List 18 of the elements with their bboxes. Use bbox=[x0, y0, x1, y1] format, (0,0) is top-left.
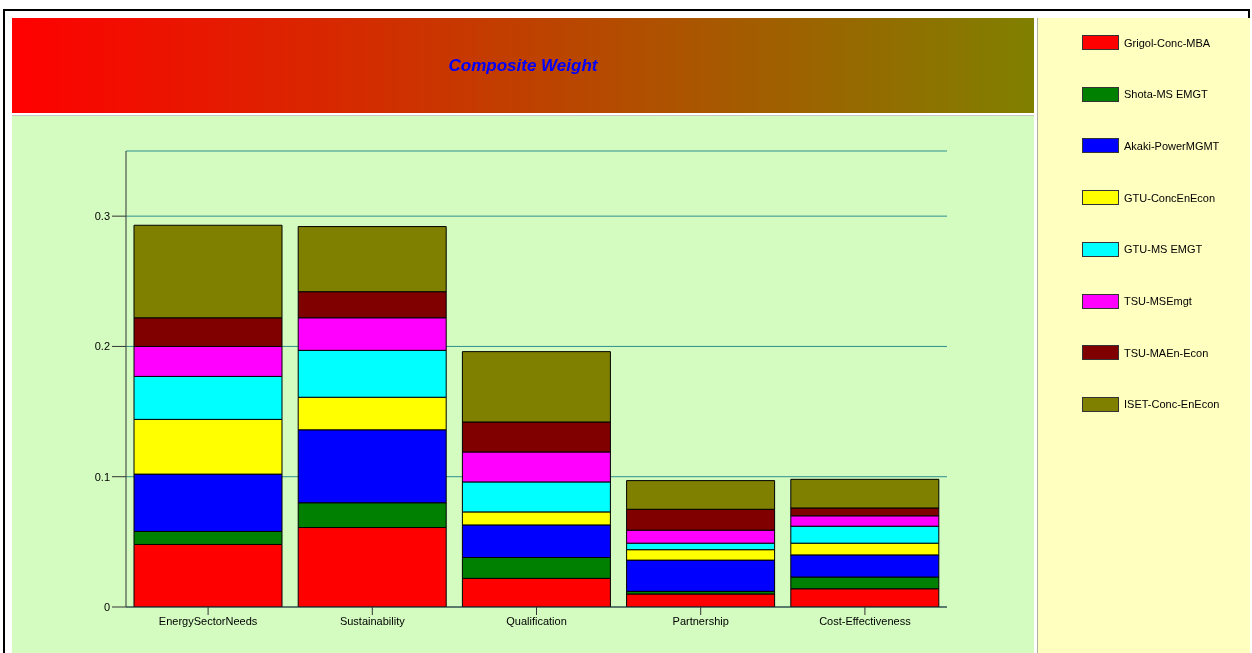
legend-label: Shota-MS EMGT bbox=[1124, 88, 1208, 101]
x-tick-label: EnergySectorNeeds bbox=[158, 614, 258, 627]
legend-label: TSU-MAEn-Econ bbox=[1124, 346, 1209, 359]
x-tick-label: Qualification bbox=[506, 614, 567, 627]
y-tick-label: 0 bbox=[103, 600, 110, 613]
legend-label: TSU-MSEmgt bbox=[1124, 295, 1192, 307]
y-tick-label: 0.1 bbox=[94, 470, 110, 483]
chart-title: Composite Weight bbox=[448, 55, 598, 76]
legend-label: Grigol-Conc-MBA bbox=[1124, 36, 1211, 49]
y-tick-label: 0.2 bbox=[94, 340, 110, 353]
x-tick-label: Partnership bbox=[672, 614, 729, 627]
y-tick-label: 0.3 bbox=[94, 210, 110, 223]
legend-label: Akaki-PowerMGMT bbox=[1124, 139, 1220, 152]
x-tick-label: Cost-Effectiveness bbox=[819, 614, 912, 627]
legend-label: ISET-Conc-EnEcon bbox=[1124, 398, 1220, 411]
legend-label: GTU-MS EMGT bbox=[1124, 243, 1203, 256]
legend-label: GTU-ConcEnEcon bbox=[1124, 191, 1216, 204]
x-tick-label: Sustainability bbox=[339, 614, 406, 627]
